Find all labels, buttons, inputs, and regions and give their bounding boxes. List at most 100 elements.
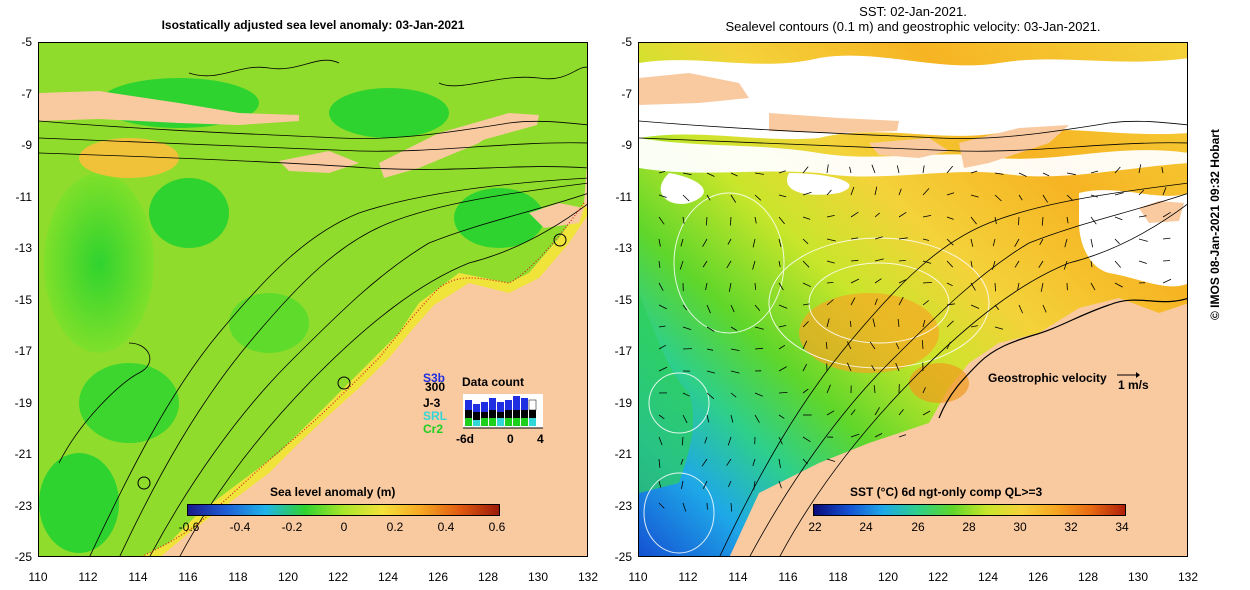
right-colorbar-tick: 28 [962, 520, 976, 534]
velocity-vector [1040, 282, 1044, 292]
velocity-vector [850, 186, 855, 196]
velocity-vector [802, 166, 809, 174]
velocity-vector [874, 236, 883, 240]
velocity-vector [658, 414, 665, 420]
velocity-vector [1114, 238, 1120, 245]
velocity-vector [946, 192, 955, 196]
velocity-vector [849, 166, 852, 174]
velocity-vector [898, 296, 904, 306]
velocity-vector [754, 392, 763, 397]
velocity-vector [994, 282, 996, 292]
velocity-vector [682, 216, 685, 224]
velocity-vector [850, 409, 856, 416]
velocity-vector [871, 164, 876, 174]
velocity-vector [850, 297, 856, 306]
right-x-tick: 118 [828, 570, 848, 584]
velocity-vector [778, 282, 784, 291]
velocity-vector [754, 304, 761, 312]
sst-field [639, 43, 1187, 556]
velocity-vector [946, 282, 953, 287]
velocity-vector [922, 165, 925, 174]
velocity-vector [921, 340, 924, 350]
velocity-vector [970, 304, 980, 309]
velocity-vector [1138, 164, 1142, 174]
satellite-srl: SRL [423, 409, 447, 423]
velocity-vector [869, 341, 876, 350]
right-x-tick: 122 [927, 570, 949, 584]
velocity-vector [1114, 166, 1121, 174]
sea-level-anomaly-map [38, 42, 588, 557]
velocity-vector [1138, 260, 1147, 264]
velocity-vector [753, 480, 756, 490]
velocity-vector [898, 434, 907, 438]
velocity-vector [992, 260, 996, 270]
velocity-vector [826, 189, 832, 196]
velocity-vector [1066, 172, 1076, 176]
velocity-vector [705, 216, 708, 226]
velocity-vector [970, 260, 973, 268]
right-x-tick: 132 [1177, 570, 1199, 584]
left-colorbar-tick: 0.2 [386, 520, 404, 534]
velocity-vector [922, 410, 931, 416]
velocity-vector [681, 480, 684, 490]
velocity-vector [658, 325, 666, 328]
velocity-vector [922, 319, 926, 328]
velocity-vector [826, 410, 835, 416]
right-colorbar [813, 504, 1126, 516]
left-y-tick: -15 [14, 293, 32, 307]
velocity-vector [994, 172, 1004, 175]
right-x-tick: 114 [728, 570, 748, 584]
velocity-vector [922, 260, 932, 264]
velocity-vector [994, 304, 1000, 310]
velocity-vector [778, 480, 782, 489]
velocity-vector [658, 194, 667, 198]
velocity-vector [872, 318, 876, 328]
velocity-vector [706, 194, 711, 201]
right-colorbar-title: SST (°C) 6d ngt-only comp QL>=3 [850, 485, 1043, 499]
velocity-vector [802, 260, 810, 268]
right-x-tick: 116 [778, 570, 798, 584]
velocity-vector [826, 282, 834, 284]
data-count-axis-right: 4 [537, 432, 544, 446]
velocity-vector [802, 458, 808, 465]
velocity-vector [706, 172, 715, 177]
velocity-vector [728, 282, 732, 292]
velocity-vector [778, 238, 782, 248]
velocity-vector [658, 238, 661, 247]
velocity-vector [702, 238, 708, 247]
velocity-vector [922, 215, 932, 218]
velocity-vector [898, 260, 906, 262]
velocity-vector [850, 433, 860, 438]
left-x-tick: 130 [527, 570, 549, 584]
velocity-vector [802, 363, 808, 372]
velocity-vector [1066, 216, 1069, 224]
satellite-300: 300 [425, 380, 446, 394]
velocity-vector [778, 170, 786, 174]
velocity-vector [702, 480, 708, 489]
velocity-vector [802, 191, 812, 196]
right-y-tick: -17 [614, 344, 632, 358]
velocity-vector [754, 282, 756, 290]
velocity-vector [994, 194, 1002, 202]
velocity-vector [658, 260, 661, 268]
right-y-tick: -23 [614, 499, 632, 513]
velocity-vector [874, 278, 882, 284]
velocity-vector [680, 238, 684, 247]
velocity-vector [778, 414, 785, 419]
velocity-vector [730, 304, 735, 313]
velocity-vector [727, 436, 732, 446]
left-y-tick: -11 [15, 190, 32, 204]
velocity-vector [778, 216, 785, 225]
velocity-vector [706, 392, 715, 400]
data-count-axis-left: -6d [456, 432, 474, 446]
velocity-vector [778, 325, 787, 328]
velocity-vector [970, 238, 974, 247]
left-colorbar-title: Sea level anomaly (m) [270, 485, 396, 499]
left-x-tick: 114 [128, 570, 148, 584]
velocity-vector [898, 211, 907, 218]
velocity-vector [1162, 260, 1171, 262]
velocity-vector [1090, 282, 1096, 291]
velocity-vector [898, 188, 902, 196]
velocity-vector [826, 238, 836, 242]
right-colorbar-tick: 22 [808, 520, 822, 534]
